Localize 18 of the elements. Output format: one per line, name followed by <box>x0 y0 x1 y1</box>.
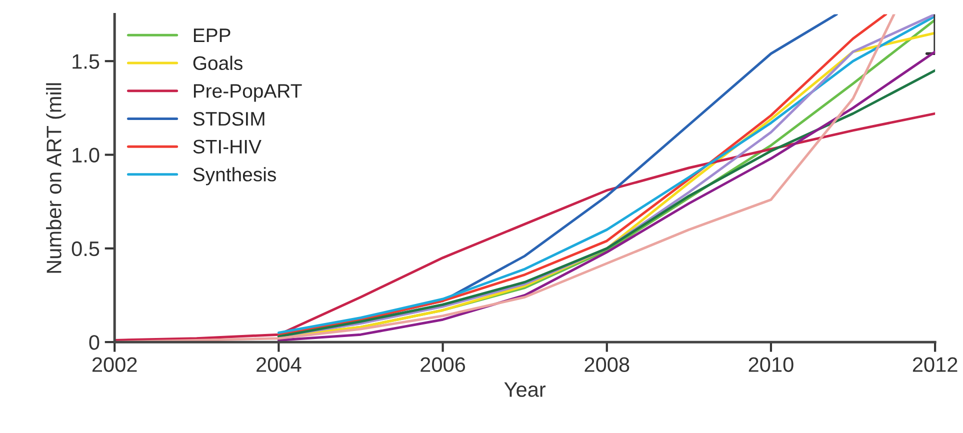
y-tick-label: 0 <box>89 335 100 350</box>
y-tick-label: 1.0 <box>72 148 100 163</box>
x-tick-label: 2006 <box>420 357 466 372</box>
x-tick-label: 2002 <box>92 357 137 372</box>
legend-label: Synthesis <box>193 167 276 186</box>
y-axis-title: Number on ART (mill <box>46 83 66 273</box>
legend-label: Goals <box>193 56 242 70</box>
y-tick-label: 0.5 <box>72 241 100 256</box>
legend-label: STDSIM <box>193 112 264 126</box>
legend-label: STI-HIV <box>193 140 262 154</box>
y-tick-label: 1.5 <box>72 54 100 69</box>
x-tick-label: 2012 <box>912 357 958 372</box>
legend-label: Pre-PopART <box>194 84 302 102</box>
x-tick-label: 2010 <box>748 357 794 372</box>
legend-label: EPP <box>194 28 230 42</box>
x-tick-label: 2004 <box>256 357 302 372</box>
x-axis-title: Year <box>504 382 546 397</box>
x-tick-label: 2008 <box>584 357 630 372</box>
